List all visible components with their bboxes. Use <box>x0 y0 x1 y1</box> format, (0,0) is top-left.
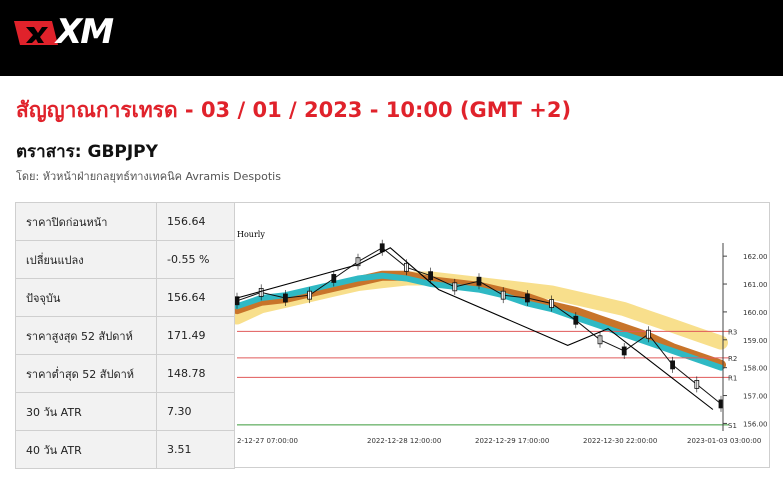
brand-header: XM <box>0 0 783 76</box>
stats-row: ราคาต่ำสุด 52 สัปดาห์ 148.78 <box>15 354 235 393</box>
price-line <box>236 247 722 405</box>
y-tick-label: 162.00 <box>743 253 768 261</box>
stat-label: ปัจจุบัน <box>15 278 157 317</box>
x-tick-label: 2-12-27 07:00:00 <box>237 437 298 445</box>
y-tick-label: 158.00 <box>743 365 768 373</box>
price-chart: Hourly R3 R2 R1 S1 162.00 161.00 160.00 159.00… <box>230 202 770 468</box>
y-axis-ticks: 162.00 161.00 160.00 159.00 158.00 157.00 156.… <box>723 253 768 428</box>
stat-value: 156.64 <box>156 202 235 241</box>
stat-label: ราคาสูงสุด 52 สัปดาห์ <box>15 316 157 355</box>
stats-row: 40 วัน ATR 3.51 <box>15 430 235 469</box>
x-tick-label: 2023-01-03 03:00:00 <box>687 437 761 445</box>
instrument-heading: ตราสาร: GBPJPY <box>16 142 158 162</box>
x-tick-label: 2022-12-28 12:00:00 <box>367 437 441 445</box>
stats-row: ราคาสูงสุด 52 สัปดาห์ 171.49 <box>15 316 235 355</box>
stats-row: 30 วัน ATR 7.30 <box>15 392 235 431</box>
y-tick-label: 160.00 <box>743 309 768 317</box>
stats-row: ปัจจุบัน 156.64 <box>15 278 235 317</box>
stat-value: -0.55 % <box>156 240 235 279</box>
price-chart-svg: Hourly R3 R2 R1 S1 162.00 161.00 160.00 159.00… <box>230 230 768 445</box>
y-tick-label: 157.00 <box>743 393 768 401</box>
price-series <box>234 239 724 412</box>
stats-table: ราคาปิดก่อนหน้า 156.64 เปลี่ยนแปลง -0.55 %… <box>15 202 235 469</box>
stat-value: 3.51 <box>156 430 235 469</box>
y-tick-label: 161.00 <box>743 281 768 289</box>
y-tick-label: 156.00 <box>743 420 768 428</box>
level-label-s1: S1 <box>728 422 737 430</box>
level-label-r1: R1 <box>728 374 737 382</box>
stat-value: 7.30 <box>156 392 235 431</box>
stat-label: ราคาต่ำสุด 52 สัปดาห์ <box>15 354 157 393</box>
xm-logo-text: XM <box>56 12 114 52</box>
stat-label: เปลี่ยนแปลง <box>15 240 157 279</box>
page-title: สัญญาณการเทรด - 03 / 01 / 2023 - 10:00 (… <box>16 98 572 122</box>
x-tick-label: 2022-12-29 17:00:00 <box>475 437 549 445</box>
x-tick-label: 2022-12-30 22:00:00 <box>583 437 657 445</box>
stat-label: 30 วัน ATR <box>15 392 157 431</box>
y-tick-label: 159.00 <box>743 337 768 345</box>
stat-value: 171.49 <box>156 316 235 355</box>
stat-value: 156.64 <box>156 278 235 317</box>
level-label-r2: R2 <box>728 355 737 363</box>
xm-logo-icon[interactable] <box>12 15 132 51</box>
stat-label: 40 วัน ATR <box>15 430 157 469</box>
stat-label: ราคาปิดก่อนหน้า <box>15 202 157 241</box>
x-axis-ticks: 2-12-27 07:00:00 2022-12-28 12:00:00 2022-… <box>237 437 761 445</box>
stats-row: ราคาปิดก่อนหน้า 156.64 <box>15 202 235 241</box>
level-label-r3: R3 <box>728 328 737 336</box>
stat-value: 148.78 <box>156 354 235 393</box>
zigzag-path <box>236 247 714 410</box>
pivot-levels: R3 R2 R1 S1 <box>237 328 737 430</box>
stats-row: เปลี่ยนแปลง -0.55 % <box>15 240 235 279</box>
chart-title: Hourly <box>237 230 265 239</box>
zigzag-lines <box>236 247 714 410</box>
author-byline: โดย: หัวหน้าฝ่ายกลยุทธ์ทางเทคนิค Avramis… <box>16 170 281 183</box>
